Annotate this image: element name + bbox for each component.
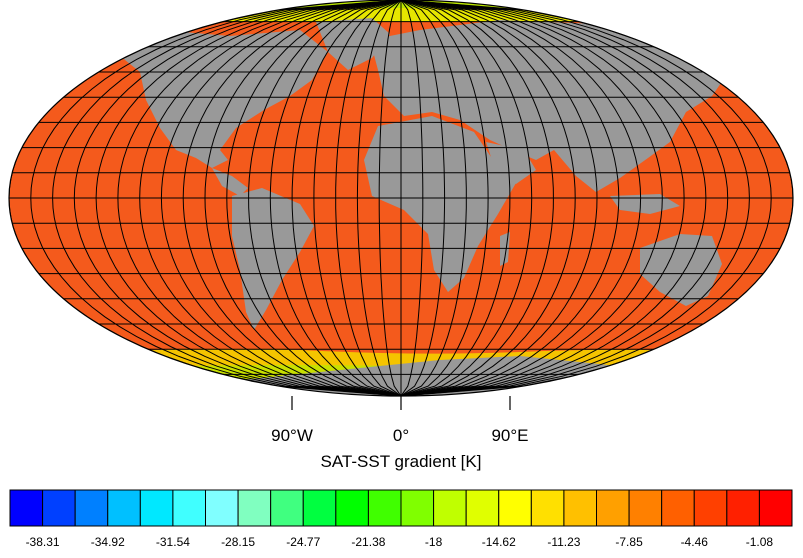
longitude-line [400,0,424,396]
longitude-line [335,0,402,396]
longitude-line [400,0,554,396]
colorbar-label: -38.31 [26,535,60,549]
x-tick-label: 0° [393,426,409,445]
colorbar-label: -34.92 [91,535,125,549]
longitude-line [291,0,402,396]
australia-land [640,234,722,306]
colorbar-swatch [107,489,141,527]
longitude-line [204,0,402,396]
longitude-line [400,0,511,396]
colorbar-swatch [74,489,109,527]
longitude-line [400,0,467,396]
longitude-line [400,0,729,396]
colorbar-label: -28.15 [221,535,255,549]
x-axis: 90°W 0° 90°E [271,396,529,445]
longitude-line [400,0,533,396]
longitude-line [95,0,402,396]
longitude-line [400,0,663,396]
central-america-land [212,168,248,196]
colorbar-swatch [530,489,565,527]
longitude-line [226,0,402,396]
antarctic-green [100,377,230,396]
colorbar-swatch [302,489,337,527]
longitude-line [400,0,772,396]
colorbar-swatch [465,489,500,527]
colorbar-swatch [400,489,435,527]
longitude-line [400,0,489,396]
longitude-line [356,0,402,396]
colorbar-label: -4.46 [681,535,709,549]
colorbar-swatch [758,489,793,527]
longitude-line [400,0,642,396]
antarctic-cyan-west [120,383,200,396]
colorbar-swatch [205,489,239,527]
x-tick-label: 90°E [491,426,528,445]
colorbar-label: -18 [425,535,443,549]
colorbar-swatch [270,489,304,527]
longitude-line [30,0,402,396]
longitude-line [117,0,402,396]
colorbar-label: -7.85 [615,535,643,549]
colorbar-swatch [628,489,663,527]
new-zealand-land [742,300,752,330]
longitude-line [73,0,402,396]
colorbar-swatch [661,489,695,527]
antarctic-cyan-east [610,372,690,396]
africa-land [364,116,520,292]
colorbar-swatch [42,489,76,527]
colorbar-swatch [237,489,272,527]
colorbar-swatch [367,489,402,527]
colorbar-label: -21.38 [351,535,385,549]
longitude-line [269,0,402,396]
longitude-line [182,0,402,396]
colorbar-swatch [563,489,598,527]
colorbar-swatch [498,489,532,527]
arabia-land [486,142,536,184]
colorbar-label: -11.23 [547,535,580,549]
greenland-land [316,18,390,70]
colorbar-swatch [9,489,44,527]
colorbar-label: -31.54 [156,535,190,549]
axis-title: SAT-SST gradient [K] [321,452,482,471]
longitude-line [400,0,446,396]
colorbar-labels: -38.31 -34.92 -31.54 -28.15 -24.77 -21.38 -18 -… [26,535,774,549]
longitude-line [248,0,402,396]
longitude-line [400,0,707,396]
longitude-line [400,0,620,396]
colorbar-swatch [596,489,630,527]
colorbar-label: -24.77 [286,535,320,549]
longitude-line [313,0,402,396]
colorbar-swatch [172,489,207,527]
colorbar-swatch [726,489,760,527]
colorbar-swatch [433,489,467,527]
longitude-line [400,0,598,396]
colorbar-swatch [693,489,728,527]
longitude-line [160,0,402,396]
colorbar-label: -1.08 [746,535,774,549]
colorbar-swatch [139,489,174,527]
x-tick-label: 90°W [271,426,313,445]
colorbar-swatch [335,489,369,527]
colorbar [9,489,793,527]
longitude-line [139,0,402,396]
longitude-line [400,0,576,396]
longitude-line [400,0,685,396]
longitude-line [378,0,402,396]
longitude-line [52,0,402,396]
colorbar-label: -14.62 [482,535,516,549]
longitude-line [400,0,750,396]
